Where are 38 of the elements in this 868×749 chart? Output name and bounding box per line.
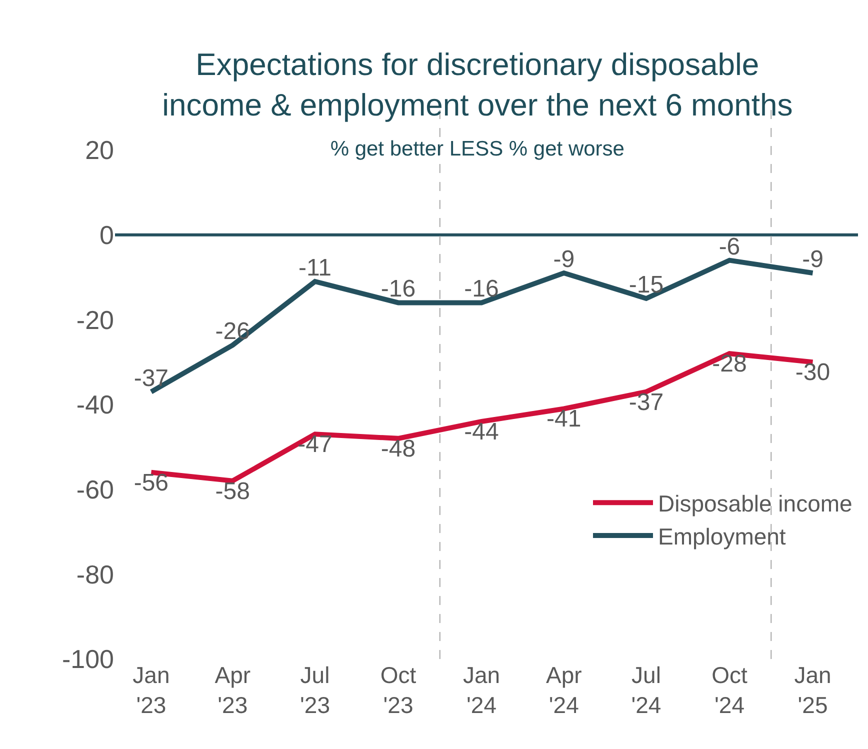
x-tick-label: Jul '23 <box>300 662 330 718</box>
x-tick-label: Jan '24 <box>462 662 500 718</box>
legend-label: Disposable income <box>658 490 852 517</box>
chart-subtitle: % get better LESS % get worse <box>330 138 624 161</box>
data-label: -58 <box>215 478 250 505</box>
data-label: -15 <box>628 271 664 298</box>
y-tick-label: -60 <box>76 474 114 504</box>
y-tick-label: 20 <box>85 135 114 166</box>
data-label: -47 <box>298 431 332 458</box>
data-label: -9 <box>553 246 575 274</box>
data-label: -48 <box>380 435 416 462</box>
data-label: -44 <box>464 418 499 446</box>
legend-label: Employment <box>658 524 786 550</box>
y-tick-label: -80 <box>76 559 114 590</box>
data-label: -28 <box>712 350 747 378</box>
data-label: -9 <box>802 246 824 274</box>
x-tick-label: Jul '24 <box>631 662 662 718</box>
data-label: -41 <box>546 406 582 433</box>
x-tick-label: Apr '24 <box>546 662 582 718</box>
x-tick-label: Oct '23 <box>380 662 417 718</box>
x-tick-label: Jan '23 <box>132 662 170 718</box>
y-tick-label: -100 <box>62 644 114 674</box>
data-label: -26 <box>215 318 250 346</box>
data-label: -16 <box>464 276 499 303</box>
chart-title: Expectations for discretionary disposable income & employment over the next 6 months <box>162 47 793 122</box>
data-label: -56 <box>134 469 169 496</box>
y-tick-label: 0 <box>100 220 114 250</box>
y-tick-label: -20 <box>76 304 114 335</box>
data-label: -37 <box>134 364 169 392</box>
x-tick-label: Oct '24 <box>712 662 748 718</box>
data-label: -16 <box>380 276 416 303</box>
data-label: -37 <box>628 388 664 416</box>
x-tick-label: Jan '25 <box>794 662 832 718</box>
data-label: -30 <box>795 359 830 386</box>
x-tick-label: Apr '23 <box>214 662 251 718</box>
data-label: -11 <box>298 254 332 282</box>
y-tick-label: -40 <box>76 390 114 420</box>
data-label: -6 <box>718 233 740 260</box>
